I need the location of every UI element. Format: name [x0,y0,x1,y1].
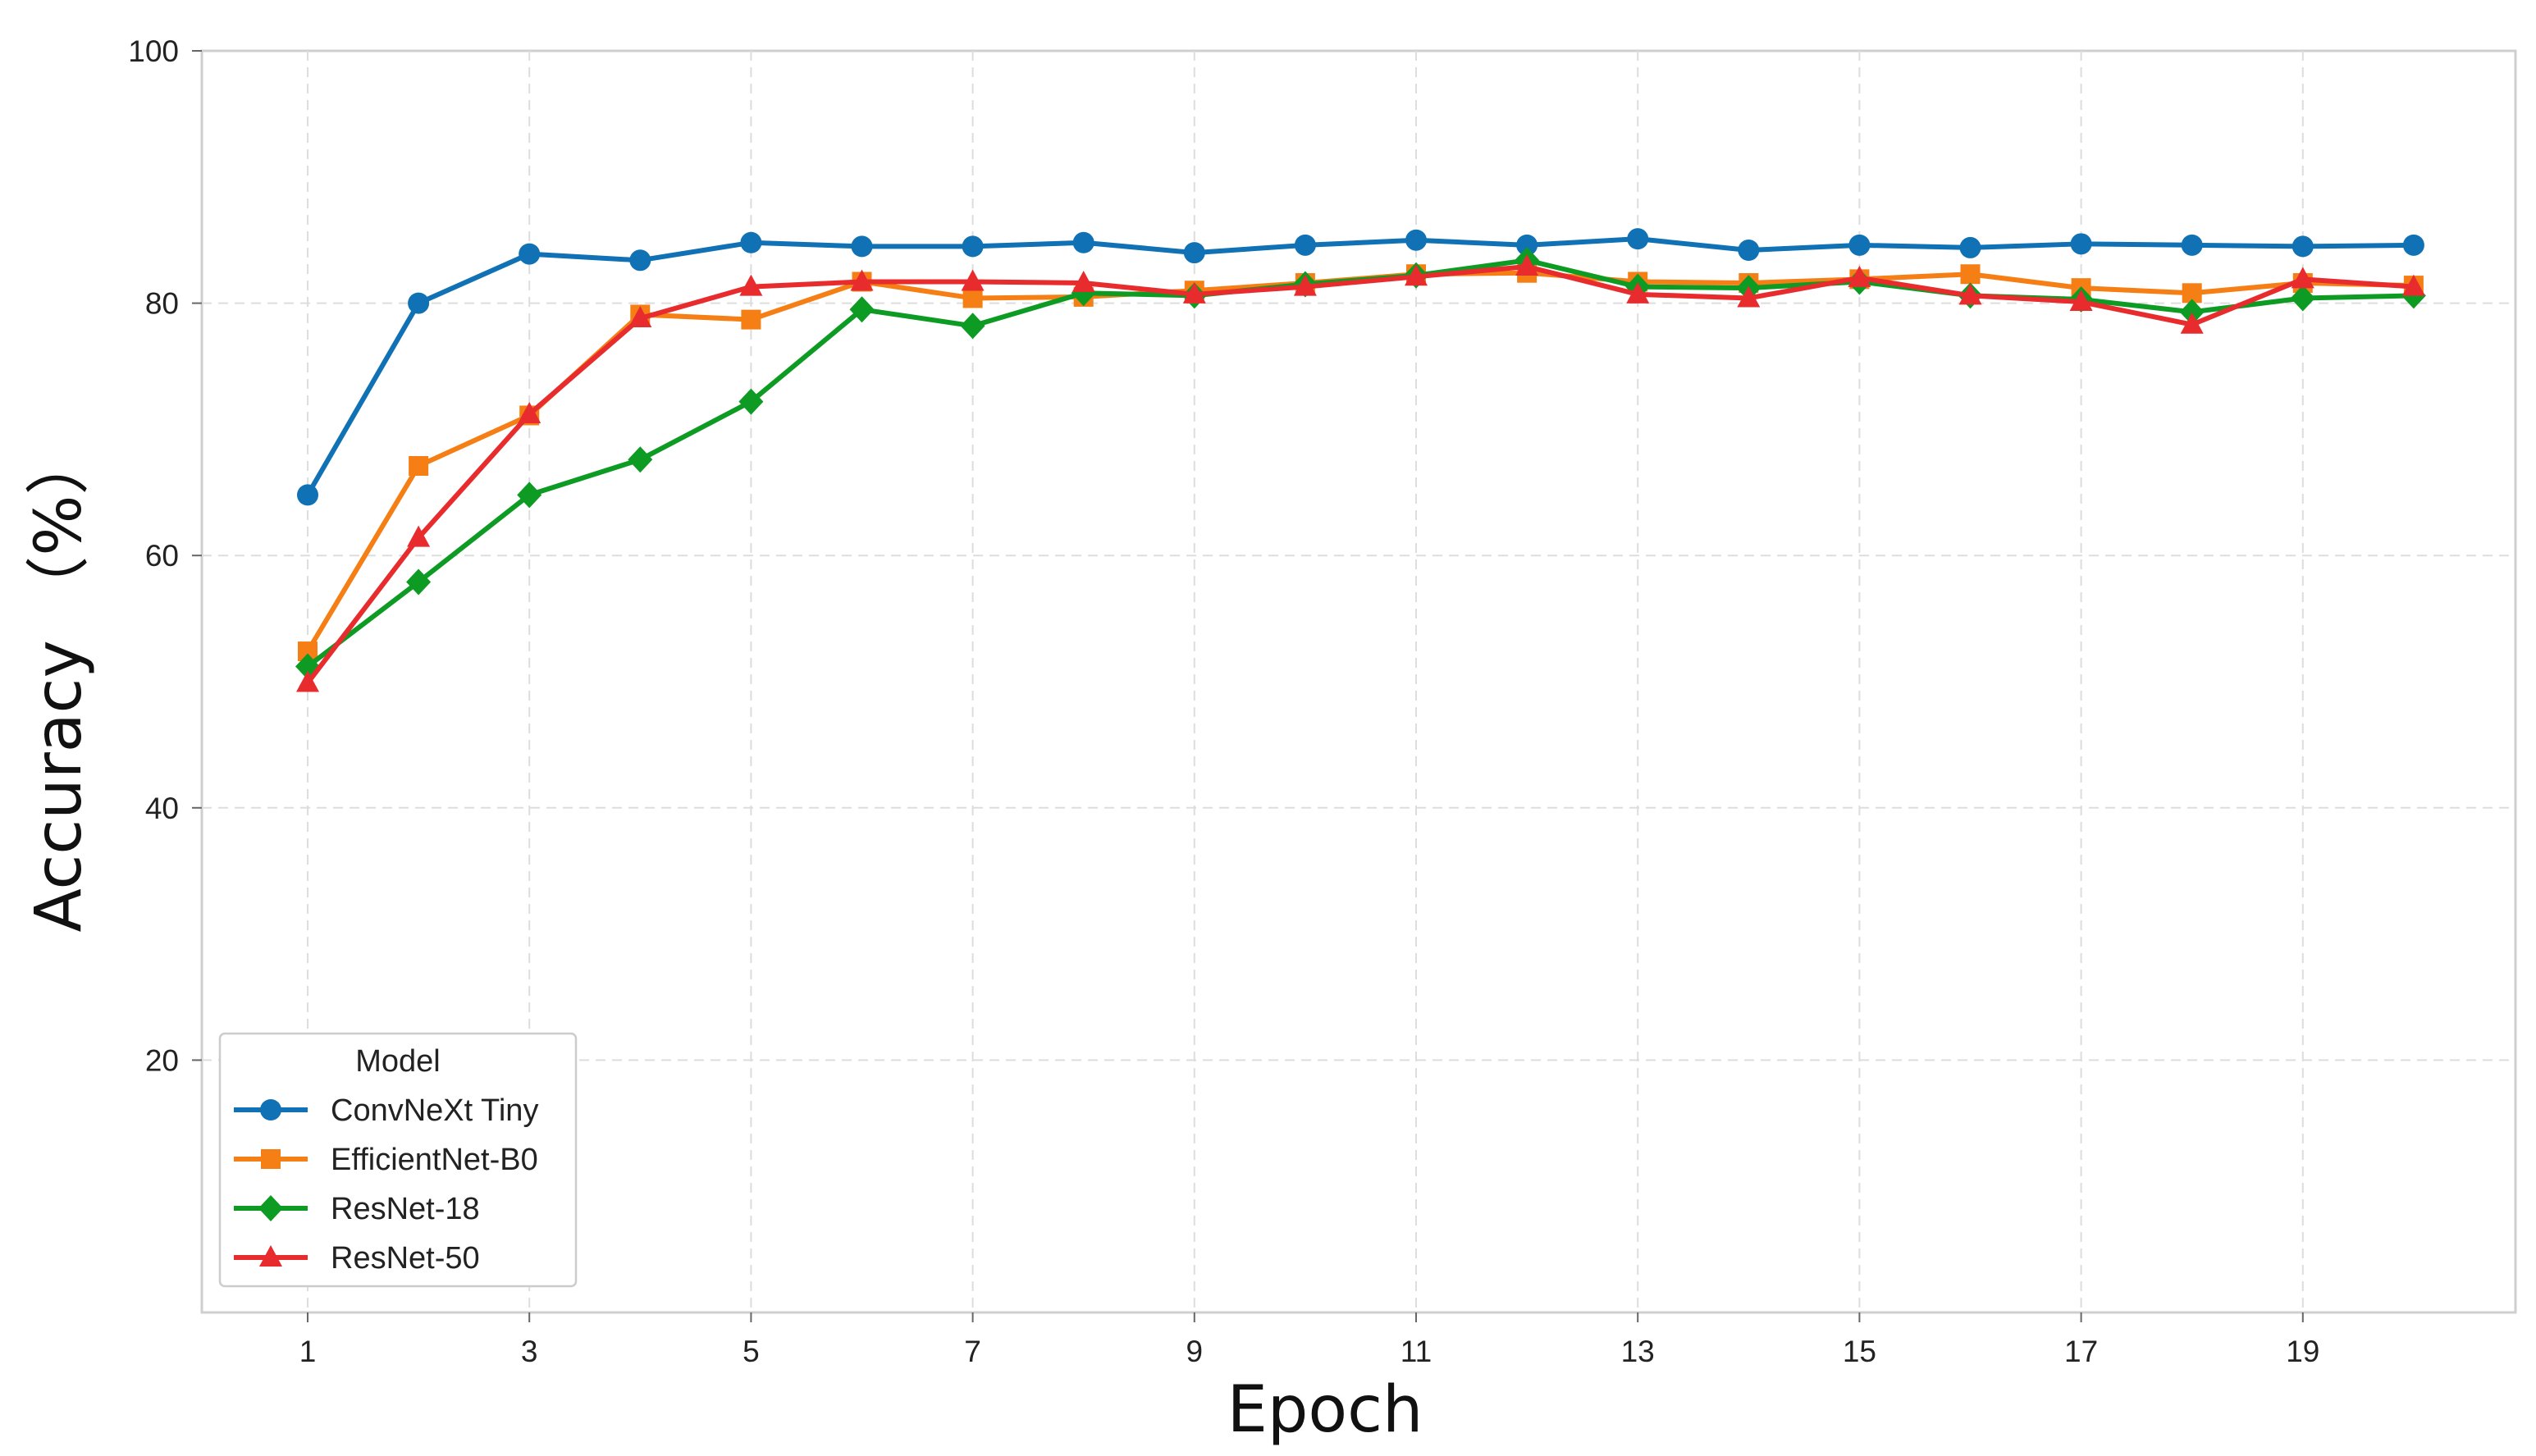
data-point [1294,234,1316,256]
data-point [1072,270,1095,292]
data-point [739,274,763,296]
legend-swatch-marker [260,1099,281,1121]
data-point [2180,312,2204,334]
x-tick-label: 13 [1621,1335,1655,1368]
y-tick-label: 60 [145,539,179,573]
x-tick-label: 1 [299,1335,317,1368]
data-point [2292,235,2314,258]
data-point [960,313,985,340]
data-point [962,235,984,258]
data-point [1848,234,1871,256]
legend-item: ConvNeXt Tiny [234,1093,538,1128]
data-point [407,525,431,547]
data-point [1293,274,1317,296]
data-point [297,484,318,506]
legend-label: ResNet-18 [331,1192,480,1226]
legend-item: ResNet-50 [234,1241,480,1276]
data-point [2402,234,2424,256]
series-group [295,228,2426,692]
data-point [851,235,873,258]
data-point [296,670,319,692]
series-resnet-50 [296,253,2425,692]
data-point [1627,228,1649,250]
series-line [305,236,2416,498]
data-point [1405,229,1427,251]
data-point [1960,264,1981,285]
y-axis-ticks: 20 40 60 80 100 [128,34,202,1077]
data-point [1516,234,1538,256]
data-point [518,401,541,423]
x-tick-label: 19 [2286,1335,2319,1368]
data-point [962,288,983,308]
x-tick-label: 7 [964,1335,981,1368]
legend-item: ResNet-18 [234,1192,480,1226]
y-axis-title: Accuracy （%） [22,431,96,932]
data-point [629,249,651,272]
data-point [1183,242,1205,264]
data-point [628,306,652,328]
y-tick-label: 80 [145,287,179,321]
data-point [2291,267,2314,289]
data-point [1848,265,1871,287]
series-convnext-tiny [297,228,2424,506]
series-line [305,263,2416,686]
data-point [409,456,429,477]
legend: Model ConvNeXt Tiny EfficientNet-B0 ResNet… [218,1032,578,1288]
x-tick-label: 15 [1843,1335,1876,1368]
data-point [1182,281,1206,304]
data-point [1072,231,1094,253]
legend-items: ConvNeXt Tiny EfficientNet-B0 ResNet-18 Res… [234,1093,538,1276]
data-point [850,269,874,291]
data-point [1738,240,1760,262]
x-axis-title: Epoch [1227,1373,1423,1447]
y-tick-label: 40 [145,792,179,825]
legend-label: ResNet-50 [331,1241,480,1276]
data-point [1737,285,1761,308]
data-point [406,568,432,596]
data-point [517,482,542,509]
y-tick-label: 100 [128,34,179,68]
legend-label: EfficientNet-B0 [331,1143,538,1177]
data-point [519,243,541,265]
data-point [1626,281,1650,304]
data-point [1958,283,1982,305]
x-tick-label: 17 [2064,1335,2098,1368]
y-tick-label: 20 [145,1043,179,1077]
data-point [2069,290,2093,312]
data-point [2401,274,2425,296]
x-axis-ticks: 1 3 5 7 9 11 13 15 17 19 [299,1312,2319,1368]
plot-area [200,49,2517,1314]
legend-label: ConvNeXt Tiny [331,1093,538,1128]
data-point [1515,253,1539,276]
data-point [849,296,875,323]
legend-swatch-marker [259,1245,282,1267]
x-tick-label: 11 [1401,1335,1432,1368]
x-tick-label: 9 [1186,1335,1204,1368]
legend-item: EfficientNet-B0 [234,1143,538,1177]
legend-swatch-marker [261,1149,281,1169]
x-tick-label: 5 [743,1335,760,1368]
data-point [2070,233,2092,255]
data-point [961,269,985,291]
data-point [408,292,430,314]
data-point [2290,285,2315,312]
data-point [738,388,764,415]
data-point [1959,236,1981,258]
data-point [2179,299,2205,326]
x-tick-label: 3 [521,1335,538,1368]
legend-swatch-marker [258,1195,283,1221]
legend-title: Model [355,1044,441,1079]
data-point [741,309,761,330]
data-point [2181,234,2203,256]
data-point [740,231,762,253]
data-point [1405,264,1428,286]
legend-box [218,1032,578,1288]
data-point [628,446,653,473]
